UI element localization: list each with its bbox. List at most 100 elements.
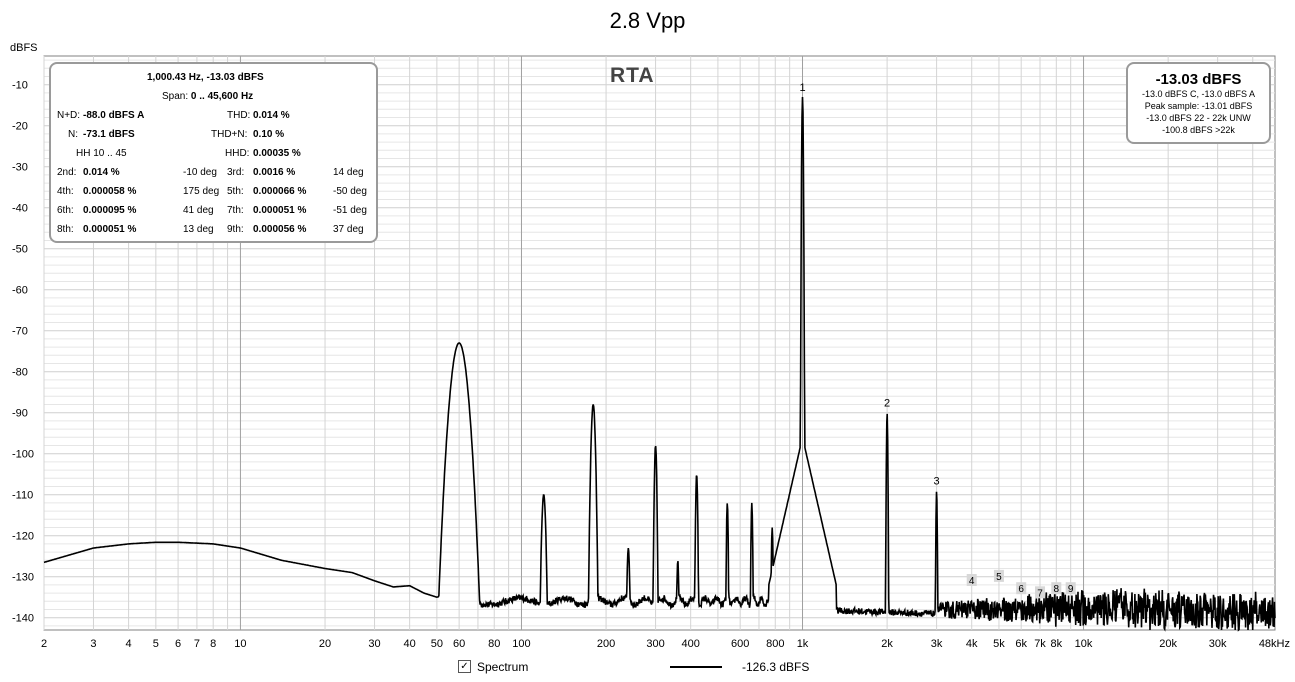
x-tick-label: 10k [1075,638,1093,650]
x-tick-label: 20k [1159,638,1177,650]
harmonic-value: 0.0016 % [253,167,296,178]
x-tick-label: 8k [1050,638,1062,650]
x-tick-label: 48kHz [1259,638,1290,650]
harmonic-value: 0.000051 % [83,224,137,235]
harmonic-label: 2nd: [57,167,77,178]
x-tick-label: 80 [488,638,500,650]
y-tick-label: -90 [12,408,28,420]
x-tick-label: 40 [404,638,416,650]
harmonic-value: 0.000095 % [83,205,137,216]
harmonic-marker-bg [993,569,1004,582]
harmonic-marker: 6 [1018,584,1024,595]
legend-series-value: -126.3 dBFS [742,660,810,674]
harmonic-value: 0.000051 % [253,205,307,216]
y-tick-label: -30 [12,162,28,174]
harmonic-marker-bg [966,574,977,586]
rta-label: RTA [610,64,655,87]
x-tick-label: 1k [797,638,809,650]
harmonic-phase: 14 deg [333,167,364,178]
harmonic-label: 9th: [227,224,244,235]
thdn-label: THD+N: [211,129,248,140]
x-tick-label: 2k [881,638,893,650]
harmonic-phase: 37 deg [333,224,364,235]
measurement-info-box: 1,000.43 Hz, -13.03 dBFS Span: 0 .. 45,6… [49,62,378,243]
info-frequency-level: 1,000.43 Hz, -13.03 dBFS [147,72,264,83]
x-tick-label: 5k [993,638,1005,650]
y-tick-label: -70 [12,326,28,338]
x-tick-label: 6k [1015,638,1027,650]
harmonic-marker: 8 [1054,584,1060,595]
harmonic-marker: 9 [1068,584,1074,595]
hhd-value: 0.00035 % [253,148,301,159]
harmonic-marker: 1 [799,82,805,94]
harmonic-value: 0.014 % [83,167,120,178]
y-axis-label: dBFS [10,42,38,54]
harmonic-phase: 41 deg [183,205,214,216]
harmonic-marker-bg [1065,582,1076,595]
hhd-label: HHD: [225,148,250,159]
x-tick-label: 30k [1209,638,1227,650]
y-tick-label: -40 [12,203,28,215]
x-tick-label: 100 [512,638,530,650]
harmonic-value: 0.000058 % [83,186,137,197]
x-tick-label: 200 [597,638,615,650]
thd-value: 0.014 % [253,110,290,121]
x-tick-label: 7k [1034,638,1046,650]
y-tick-label: -50 [12,244,28,256]
harmonic-phase: -10 deg [183,167,217,178]
x-tick-label: 10 [234,638,246,650]
thdn-value: 0.10 % [253,129,285,140]
level-line-1: -13.0 dBFS C, -13.0 dBFS A [1141,89,1256,99]
chart-title: 2.8 Vpp [609,8,686,33]
level-line-4: -100.8 dBFS >22k [1162,125,1235,135]
spectrum-visibility-checkbox[interactable]: ✓ [458,660,471,673]
harmonic-marker: 7 [1037,588,1043,599]
harmonic-marker-bg [1035,586,1046,599]
x-tick-label: 300 [646,638,664,650]
x-tick-label: 8 [210,638,216,650]
n-value: -73.1 dBFS [83,129,135,140]
level-line-2: Peak sample: -13.01 dBFS [1144,101,1253,111]
y-tick-label: -100 [12,449,34,461]
y-tick-label: -120 [12,531,34,543]
nd-value: -88.0 dBFS A [83,110,145,121]
harmonic-label: 4th: [57,186,74,197]
x-tick-label: 800 [766,638,784,650]
thd-label: THD: [227,110,251,121]
x-tick-label: 50 [431,638,443,650]
harmonic-phase: 175 deg [183,186,220,197]
info-span: Span: 0 .. 45,600 Hz [162,91,253,102]
nd-label: N+D: [57,110,81,121]
hh-range: HH 10 .. 45 [76,148,127,159]
harmonic-label: 3rd: [227,167,245,178]
harmonic-label: 6th: [57,205,74,216]
x-tick-label: 4 [126,638,132,650]
harmonic-phase: -50 deg [333,186,367,197]
harmonic-value: 0.000056 % [253,224,307,235]
x-tick-label: 5 [153,638,159,650]
x-tick-label: 3 [90,638,96,650]
y-tick-label: -140 [12,613,34,625]
harmonic-marker: 5 [996,572,1002,583]
y-tick-label: -110 [12,490,33,502]
x-tick-label: 600 [731,638,749,650]
x-tick-label: 2 [41,638,47,650]
x-tick-label: 4k [966,638,978,650]
x-tick-label: 6 [175,638,181,650]
harmonic-label: 7th: [227,205,244,216]
level-line-3: -13.0 dBFS 22 - 22k UNW [1146,113,1251,123]
harmonic-marker: 3 [934,476,940,488]
x-tick-label: 30 [368,638,380,650]
harmonic-marker: 4 [969,576,975,587]
harmonic-marker-bg [1051,582,1062,595]
spectrum-trace [43,96,1276,632]
harmonic-marker-bg [1016,582,1027,595]
level-main: -13.03 dBFS [1155,71,1242,88]
harmonic-value: 0.000066 % [253,186,307,197]
y-tick-label: -60 [12,285,28,297]
span-value: 0 .. 45,600 Hz [190,91,254,102]
y-tick-label: -130 [12,572,34,584]
harmonic-label: 5th: [227,186,244,197]
x-tick-label: 3k [931,638,943,650]
